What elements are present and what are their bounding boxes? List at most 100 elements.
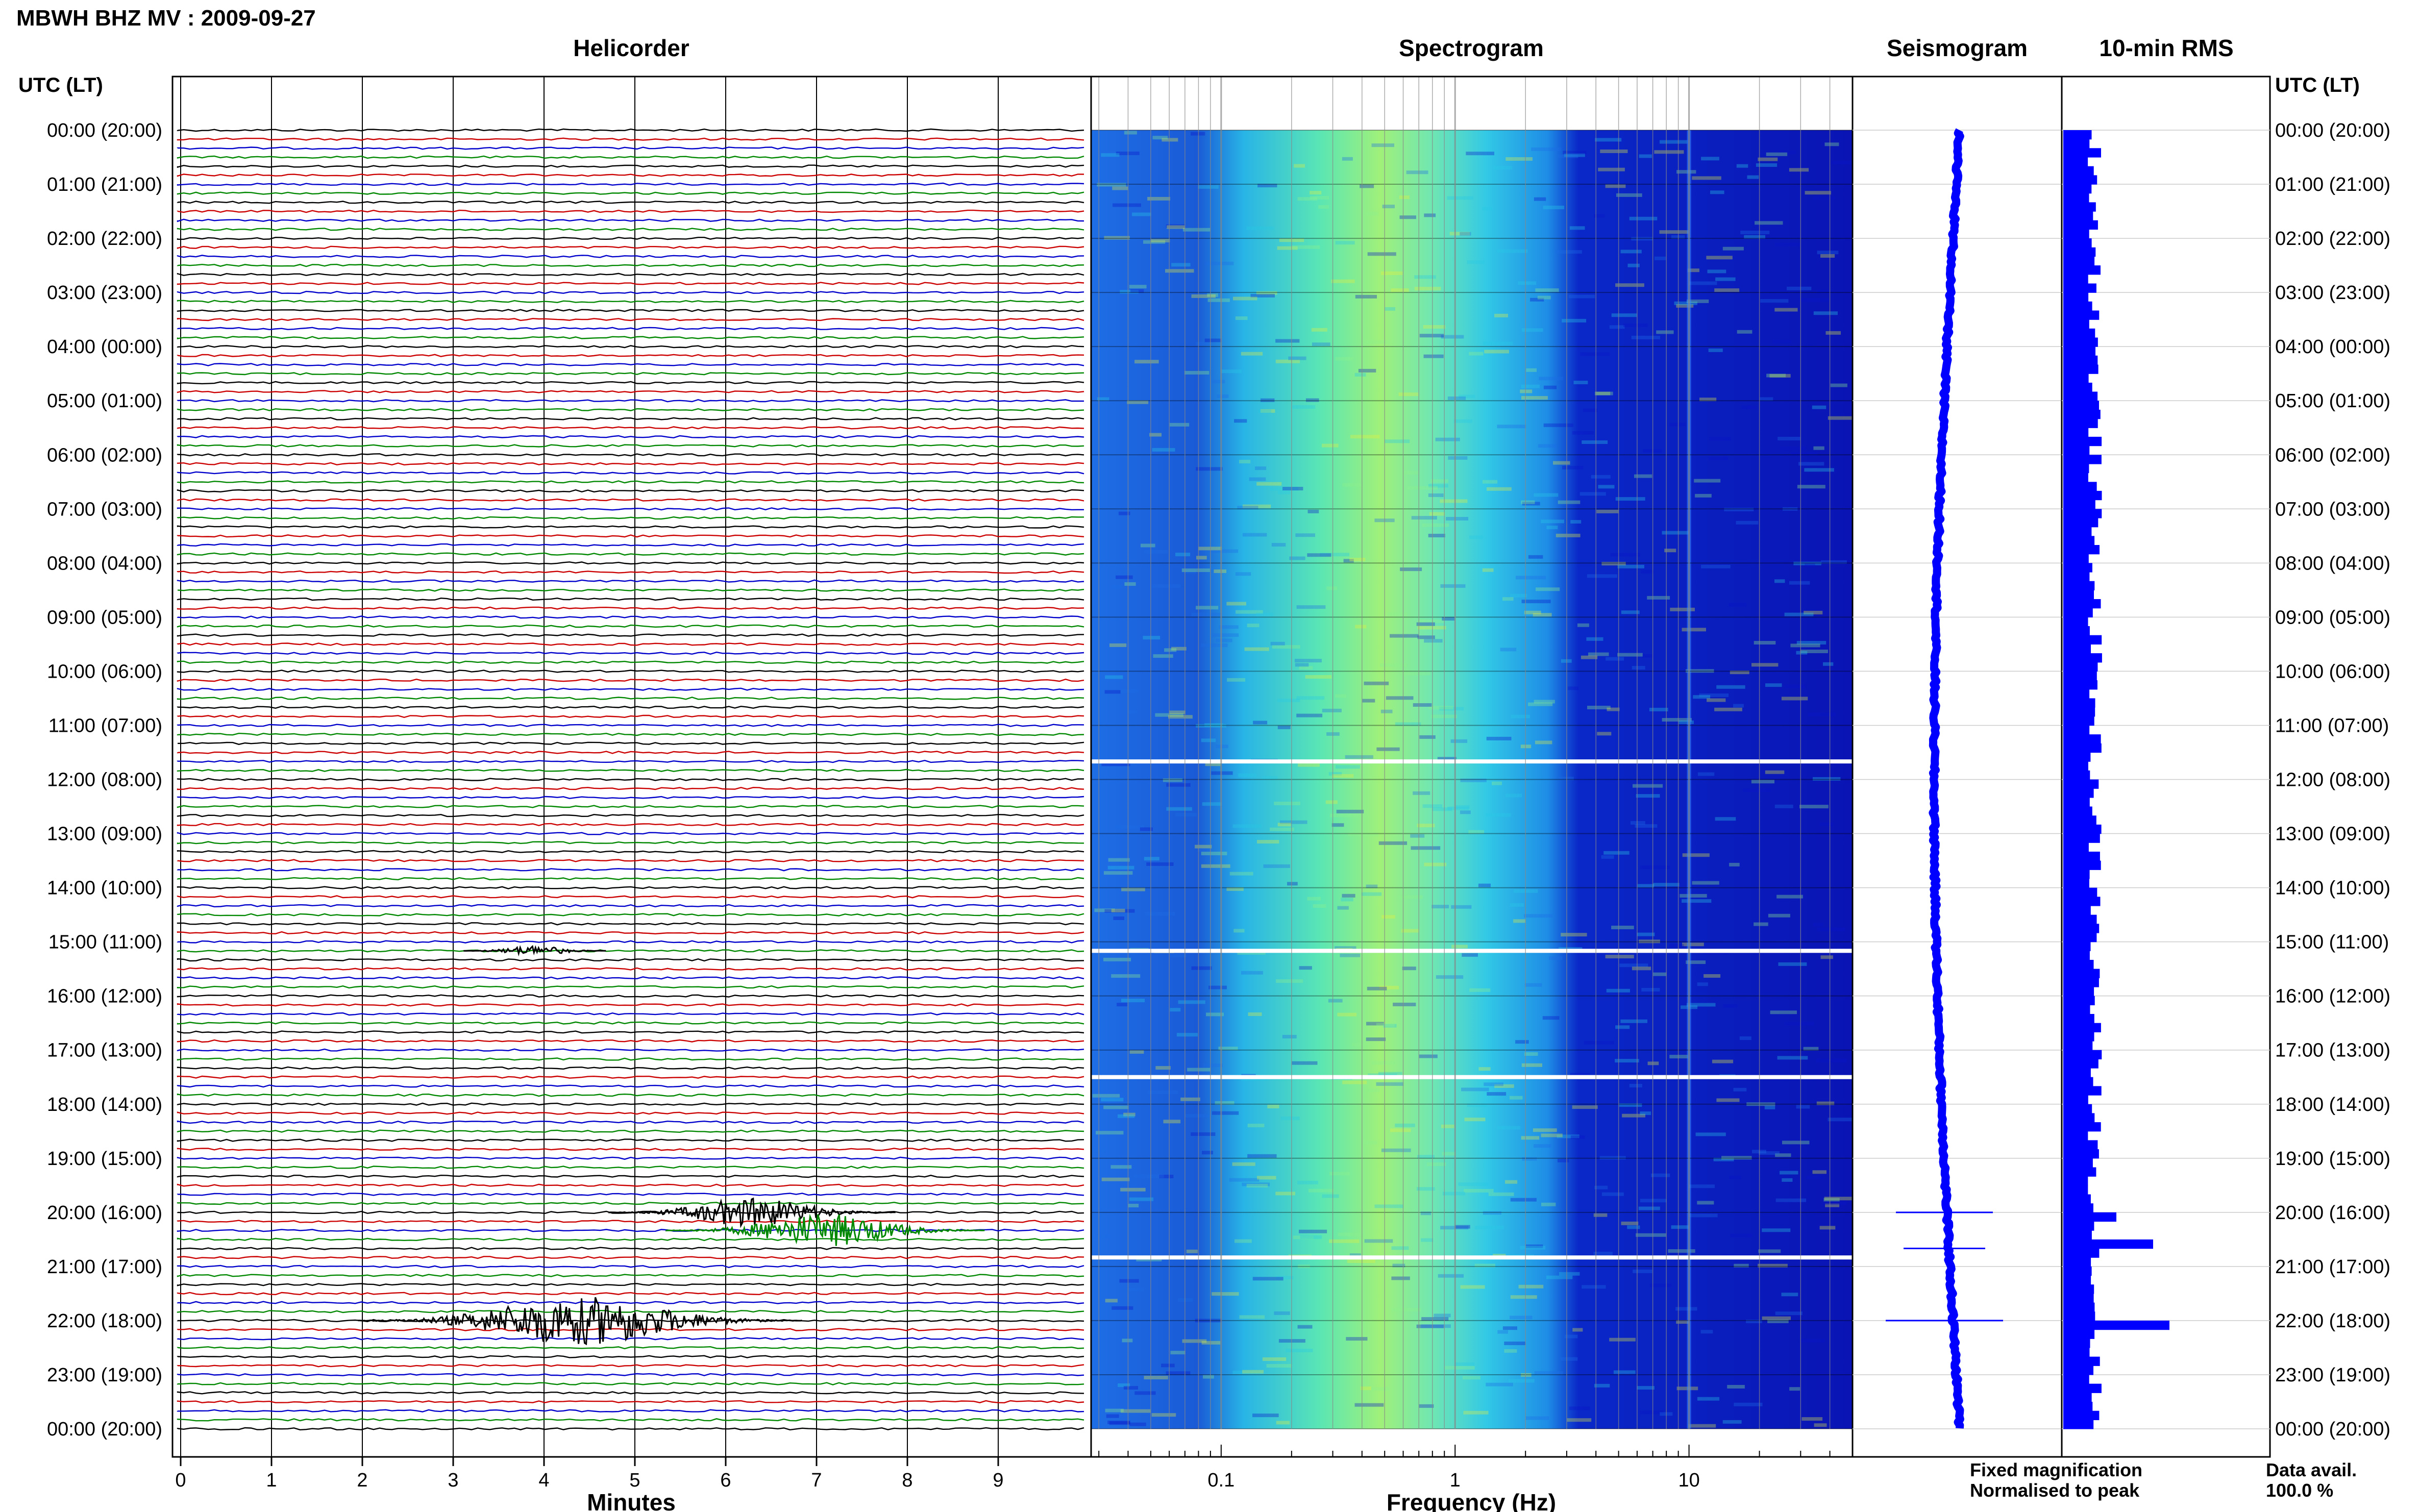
spectrogram-cell bbox=[1716, 685, 1745, 689]
spectrogram-cell bbox=[1497, 1330, 1508, 1334]
spectrogram-cell bbox=[1778, 437, 1800, 440]
spectrogram-cell bbox=[1543, 1016, 1560, 1020]
spectrogram-cell bbox=[1214, 569, 1226, 573]
spectrogram-cell bbox=[1754, 641, 1776, 645]
spectrogram-cell bbox=[1816, 1059, 1847, 1062]
spectrogram-cell bbox=[1754, 923, 1768, 926]
spectrogram-cell bbox=[1342, 1081, 1367, 1084]
spectrogram-cell bbox=[1186, 1114, 1210, 1118]
spectrogram-cell bbox=[1737, 164, 1748, 168]
spectrogram-cell bbox=[1355, 1403, 1384, 1407]
rms-bar bbox=[2063, 1321, 2169, 1330]
spectrogram-cell bbox=[1423, 325, 1446, 329]
spectrogram-cell bbox=[1544, 424, 1573, 427]
hour-label-right: 08:00 (04:00) bbox=[2275, 553, 2390, 574]
rms-bar bbox=[2063, 834, 2100, 843]
spectrogram-cell bbox=[1731, 1234, 1752, 1237]
hour-label-right: 01:00 (21:00) bbox=[2275, 174, 2390, 195]
spectrogram-cell bbox=[1134, 360, 1159, 363]
spectrogram-cell bbox=[1318, 205, 1329, 209]
rms-bar bbox=[2063, 536, 2094, 545]
spectrogram-cell bbox=[1714, 288, 1739, 292]
spectrogram-cell bbox=[1460, 810, 1471, 814]
spectrogram-cell bbox=[1733, 704, 1744, 708]
spectrogram-cell bbox=[1782, 1293, 1798, 1296]
spectrogram-cell bbox=[1561, 933, 1587, 936]
spectrogram-cell bbox=[1217, 394, 1228, 398]
spectrogram-cell bbox=[1662, 531, 1689, 535]
spectrogram-cell bbox=[1727, 1385, 1745, 1389]
hour-label-right: 03:00 (23:00) bbox=[2275, 282, 2390, 304]
spectrogram-cell bbox=[1606, 184, 1626, 188]
spectrogram-cell bbox=[1553, 461, 1570, 465]
spectrogram-cell bbox=[1679, 721, 1694, 724]
spectrogram-cell bbox=[1461, 1087, 1489, 1091]
spectrogram-cell bbox=[1653, 973, 1666, 976]
spectrogram-cell bbox=[1184, 371, 1210, 375]
spectrogram-cell bbox=[1376, 1023, 1395, 1027]
rms-bar bbox=[2063, 1168, 2096, 1177]
spectrogram-cell bbox=[1438, 1274, 1464, 1278]
spectrogram-cell bbox=[1111, 974, 1140, 978]
spectrogram-cell bbox=[1297, 1181, 1318, 1184]
spectrogram-cell bbox=[1689, 1213, 1717, 1217]
spectrogram-cell bbox=[1424, 213, 1436, 217]
spectrogram-cell bbox=[1535, 1371, 1563, 1375]
spectrogram-cell bbox=[1758, 158, 1778, 161]
spectrogram-cell bbox=[1775, 1311, 1803, 1315]
spectrogram-cell bbox=[1487, 1092, 1506, 1096]
spectrogram-cell bbox=[1823, 1198, 1839, 1202]
spectrogram-cell bbox=[1376, 748, 1399, 751]
spectrogram-cell bbox=[1504, 1342, 1525, 1345]
spectrogram-gap bbox=[1091, 949, 1853, 953]
rms-bar bbox=[2063, 1294, 2094, 1303]
spectrogram-cell bbox=[1670, 608, 1695, 611]
hour-label-left: 03:00 (23:00) bbox=[47, 282, 162, 304]
rms-bar bbox=[2063, 1041, 2092, 1050]
hour-label-left: 22:00 (18:00) bbox=[47, 1310, 162, 1332]
spectrogram-cell bbox=[1813, 196, 1835, 200]
spectrogram-cell bbox=[1534, 197, 1546, 201]
spectrogram-cell bbox=[1534, 700, 1555, 704]
hour-label-left: 05:00 (01:00) bbox=[47, 390, 162, 412]
hour-label-left: 20:00 (16:00) bbox=[47, 1202, 162, 1224]
spectrogram-cell bbox=[1790, 643, 1820, 647]
spectrogram-cell bbox=[1574, 381, 1588, 384]
spectrogram-cell bbox=[1202, 802, 1222, 806]
spectrogram-cell bbox=[1586, 637, 1603, 641]
spectrogram-cell bbox=[1152, 1413, 1176, 1417]
rms-bar bbox=[2063, 229, 2089, 238]
spectrogram-cell bbox=[1164, 1120, 1181, 1123]
spectrogram-title: Spectrogram bbox=[1399, 35, 1544, 61]
rms-bar bbox=[2063, 1077, 2093, 1086]
spectrogram-cell bbox=[1128, 1204, 1139, 1207]
spectrogram-cell bbox=[1789, 1387, 1800, 1391]
rms-bar bbox=[2063, 329, 2095, 338]
hour-label-left: 12:00 (08:00) bbox=[47, 770, 162, 791]
spectrogram-cell bbox=[1278, 823, 1291, 826]
spectrogram-cell bbox=[1541, 1203, 1556, 1206]
spectrogram-cell bbox=[1300, 1235, 1322, 1239]
spectrogram-cell bbox=[1431, 905, 1449, 908]
spectrogram-cell bbox=[1340, 954, 1360, 957]
seismogram-frame bbox=[1853, 77, 2062, 1457]
spectrogram-cell bbox=[1500, 648, 1517, 651]
rms-bar bbox=[2063, 734, 2101, 743]
spectrogram-cell bbox=[1212, 1292, 1239, 1296]
spectrogram-cell bbox=[1376, 1082, 1404, 1086]
spectrogram-cell bbox=[1615, 283, 1644, 287]
spectrogram-cell bbox=[1332, 774, 1353, 778]
spectrogram-cell bbox=[1483, 480, 1497, 484]
spectrogram-cell bbox=[1734, 1403, 1762, 1406]
spectrogram-cell bbox=[1497, 250, 1528, 253]
spectrogram-cell bbox=[1413, 791, 1430, 795]
spectrogram-cell bbox=[1737, 330, 1752, 334]
helicorder-panel: 0123456789 bbox=[172, 77, 1091, 1491]
spectrogram-cell bbox=[1723, 1004, 1738, 1008]
spectrogram-cell bbox=[1789, 581, 1810, 585]
spectrogram-cell bbox=[1298, 763, 1320, 767]
spectrogram-cell bbox=[1264, 864, 1290, 868]
rms-bar bbox=[2063, 265, 2101, 275]
spectrogram-cell bbox=[1519, 1285, 1544, 1288]
spectrogram-cell bbox=[1454, 1362, 1474, 1366]
